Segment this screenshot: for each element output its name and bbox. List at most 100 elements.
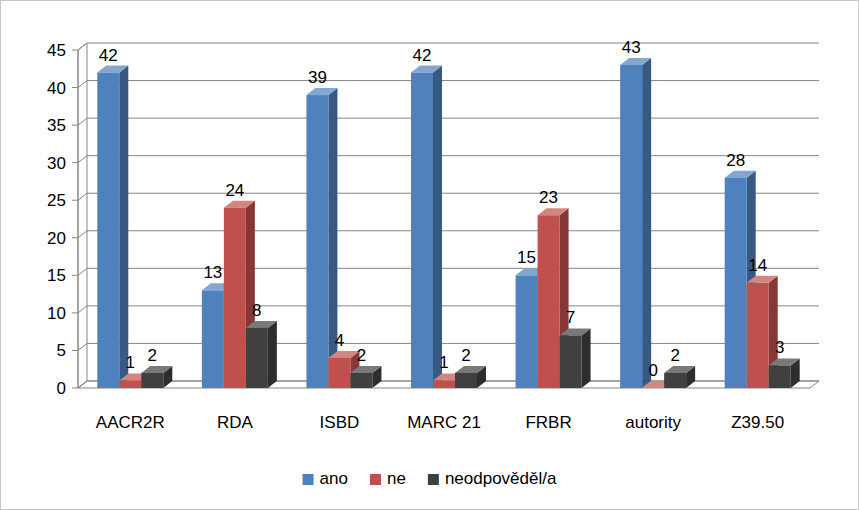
bar [664,366,695,388]
wall-grid-line [78,118,87,125]
data-label: 42 [99,46,118,65]
data-label: 24 [225,181,244,200]
bar-front [328,358,350,388]
y-tick [72,237,78,238]
legend-swatch [303,474,314,485]
y-tick [72,87,78,88]
legend-label: neodpověděl/a [445,469,557,488]
data-label: 7 [566,308,575,327]
data-label: 14 [748,256,767,275]
bar-front [246,328,268,388]
wall-grid-line [78,381,87,388]
y-tick-label: 40 [47,79,66,98]
y-tick [72,125,78,126]
data-label: 1 [126,353,135,372]
legend: anoneneodpověděl/a [303,469,557,488]
data-label: 28 [726,151,745,170]
bar-side [268,321,277,388]
grid-line [87,118,819,119]
bar-top [328,351,359,358]
y-axis [78,50,79,388]
bar-top [455,366,486,373]
bar-front [433,380,455,388]
data-label: 2 [357,346,366,365]
bar-front [769,365,791,388]
x-tick-label: autority [625,413,681,432]
bar-front [119,380,141,388]
grid-line [87,155,819,156]
wall-grid-line [78,268,87,275]
data-label: 1 [439,353,448,372]
bar [246,321,277,388]
data-label: 2 [670,346,679,365]
bar-top [306,88,337,95]
legend-label: ano [320,469,348,488]
y-tick-label: 45 [47,41,66,60]
x-tick-label: FRBR [525,413,571,432]
bar [350,366,381,388]
bar-front [202,290,224,388]
x-tick-label: MARC 21 [407,413,481,432]
y-tick-label: 15 [47,266,66,285]
wall-grid-line [78,43,87,50]
wall-grid-line [78,306,87,313]
bar-front [350,373,372,388]
bar-front [725,178,747,388]
y-tick [72,162,78,163]
bars [97,58,799,388]
grid-line [87,193,819,194]
y-tick [72,350,78,351]
y-tick-label: 0 [57,379,66,398]
bar-front [224,208,246,388]
bar [769,358,800,388]
data-label: 2 [148,346,157,365]
data-label: 42 [413,46,432,65]
x-tick-label: Z39.50 [731,413,784,432]
grid-line [87,268,819,269]
bar-top [560,328,591,335]
wall-grid-line [78,231,87,238]
wall-grid-line [78,343,87,350]
x-tick-label: AACR2R [96,413,165,432]
y-tick-label: 25 [47,191,66,210]
y-tick-label: 10 [47,304,66,323]
x-tick-label: ISBD [320,413,360,432]
wall-grid-line [78,81,87,88]
data-label: 3 [775,338,784,357]
y-tick [72,388,78,389]
data-label: 15 [517,248,536,267]
legend-swatch [428,474,439,485]
grid-line [87,343,819,344]
data-label: 8 [252,301,261,320]
y-tick-label: 35 [47,116,66,135]
legend-swatch [370,474,381,485]
bar [141,366,172,388]
bar-top [224,201,255,208]
bar-top [350,366,381,373]
y-tick-label: 5 [57,341,66,360]
bar-front [455,373,477,388]
grid-line [87,80,819,81]
bar-top [747,276,778,283]
data-label: 4 [335,331,344,350]
bar-side [433,66,442,388]
bar-top [664,366,695,373]
grid-line [87,230,819,231]
y-tick-label: 30 [47,154,66,173]
data-label: 13 [203,263,222,282]
bar-top [725,171,756,178]
data-label: 43 [622,38,641,57]
bar-front [306,95,328,388]
bar [560,328,591,388]
bar-front [516,275,538,388]
bar-top [620,58,651,65]
y-tick [72,275,78,276]
grid-line [87,43,819,44]
bar [97,66,128,388]
bar-side [642,58,651,388]
floor [78,381,819,388]
bar-front [97,73,119,388]
y-tick-label: 20 [47,229,66,248]
bar-top [246,321,277,328]
bar-top [538,208,569,215]
